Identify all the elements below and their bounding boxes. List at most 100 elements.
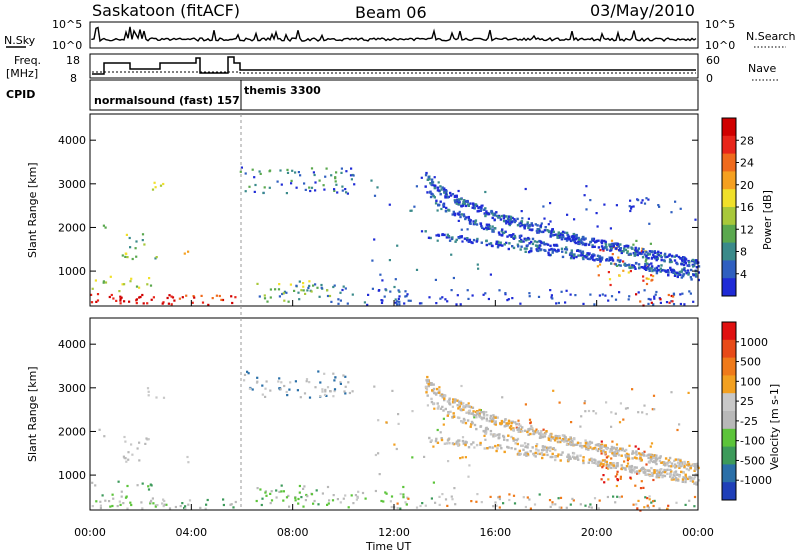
scatter-cell-1005 [584, 439, 587, 442]
scatter-cell-1328 [645, 266, 648, 270]
scatter-cell-469 [527, 217, 530, 220]
scatter-cell-1164 [687, 463, 691, 466]
scatter-cell-1299 [663, 461, 666, 464]
scatter-cell-1169 [581, 250, 585, 253]
scatter-cell-391 [583, 194, 586, 197]
scatter-cell-803 [434, 202, 438, 205]
scatter-cell-1357 [528, 242, 531, 245]
scatter-cell-281 [498, 289, 501, 292]
scatter-cell-1292 [521, 426, 524, 429]
scatter-cell-743 [604, 446, 608, 449]
colorbar-tick-label-0: 4 [740, 268, 747, 281]
scatter-cell-568 [430, 400, 434, 404]
scatter-cell-242 [653, 297, 656, 300]
scatter-cell-169 [263, 294, 266, 297]
scatter-cell-87 [159, 184, 163, 187]
scatter-cell-389 [678, 423, 681, 426]
scatter-cell-65 [104, 281, 108, 284]
scatter-cell-118 [345, 191, 348, 194]
scatter-cell-860 [495, 211, 498, 214]
scatter-cell-1069 [490, 210, 493, 214]
scatter-cell-47 [218, 294, 221, 298]
scatter-cell-350 [397, 413, 400, 416]
scatter-cell-1310 [605, 460, 608, 464]
scatter-cell-280 [450, 495, 453, 498]
scatter-cell-360 [426, 404, 429, 407]
scatter-cell-1138 [657, 254, 661, 257]
scatter-cell-305 [415, 506, 419, 509]
scatter-cell-587 [521, 224, 524, 227]
scatter-cell-1276 [598, 255, 602, 258]
scatter-cell-154 [247, 372, 250, 375]
scatter-cell-314 [643, 289, 646, 292]
scatter-cell-736 [472, 220, 475, 223]
scatter-cell-556 [614, 263, 617, 266]
scatter-cell-791 [620, 454, 623, 457]
scatter-cell-119 [264, 395, 267, 398]
scatter-cell-627 [588, 440, 592, 444]
scatter-cell-193 [256, 487, 259, 490]
scatter-cell-970 [543, 453, 546, 456]
scatter-cell-1236 [512, 233, 515, 236]
scatter-cell-1154 [519, 221, 522, 224]
scatter-cell-564 [569, 457, 572, 460]
scatter-cell-769 [541, 456, 544, 460]
scatter-cell-308 [482, 293, 485, 296]
scatter-cell-426 [615, 484, 618, 488]
scatter-cell-142 [323, 372, 326, 375]
scatter-cell-1074 [427, 176, 430, 179]
scatter-cell-1262 [485, 223, 489, 226]
y-tick-label-3: 4000 [58, 338, 86, 351]
scatter-cell-585 [563, 231, 566, 234]
scatter-cell-282 [618, 291, 621, 294]
scatter-cell-272 [455, 303, 458, 306]
scatter-cell-401 [594, 412, 598, 415]
scatter-cell-919 [625, 455, 629, 458]
scatter-cell-1099 [561, 230, 565, 234]
scatter-cell-414 [615, 443, 619, 446]
scatter-cell-764 [619, 259, 622, 262]
scatter-cell-1247 [496, 447, 499, 450]
scatter-cell-1006 [557, 234, 561, 238]
scatter-cell-736 [635, 470, 639, 473]
scatter-cell-817 [666, 472, 669, 475]
scatter-cell-1006 [464, 421, 468, 425]
scatter-cell-650 [669, 468, 672, 472]
scatter-cell-1019 [535, 229, 539, 233]
scatter-cell-673 [644, 263, 647, 266]
scatter-cell-1017 [545, 430, 548, 433]
scatter-cell-550 [545, 446, 549, 449]
scatter-cell-291 [557, 497, 560, 500]
scatter-cell-34 [90, 301, 94, 304]
scatter-cell-1105 [492, 213, 495, 217]
scatter-cell-854 [624, 454, 627, 457]
scatter-cell-486 [686, 269, 690, 272]
scatter-cell-144 [344, 385, 347, 388]
scatter-cell-474 [506, 424, 509, 427]
scatter-cell-916 [491, 216, 494, 220]
x-tick-label-1: 04:00 [175, 526, 207, 539]
scatter-cell-770 [496, 416, 499, 419]
scatter-cell-296 [681, 292, 684, 295]
scatter-cell-345 [388, 259, 391, 262]
scatter-cell-96 [305, 378, 309, 381]
scatter-cell-693 [656, 251, 659, 255]
scatter-cell-1014 [426, 381, 429, 384]
scatter-cell-703 [429, 440, 432, 443]
scatter-cell-1347 [511, 245, 514, 248]
scatter-cell-1096 [664, 464, 667, 467]
scatter-cell-1149 [524, 445, 527, 449]
scatter-cell-1035 [492, 418, 495, 422]
scatter-cell-225 [352, 502, 355, 505]
scatter-cell-369 [447, 460, 450, 463]
scatter-cell-1116 [557, 232, 560, 235]
scatter-cell-466 [671, 300, 674, 303]
scatter-cell-1272 [605, 246, 608, 249]
scatter-cell-136 [344, 392, 347, 395]
scatter-cell-1085 [673, 274, 677, 277]
scatter-cell-1258 [540, 452, 543, 455]
scatter-cell-473 [528, 418, 532, 421]
scatter-cell-520 [639, 454, 642, 457]
scatter-cell-312 [471, 294, 474, 297]
